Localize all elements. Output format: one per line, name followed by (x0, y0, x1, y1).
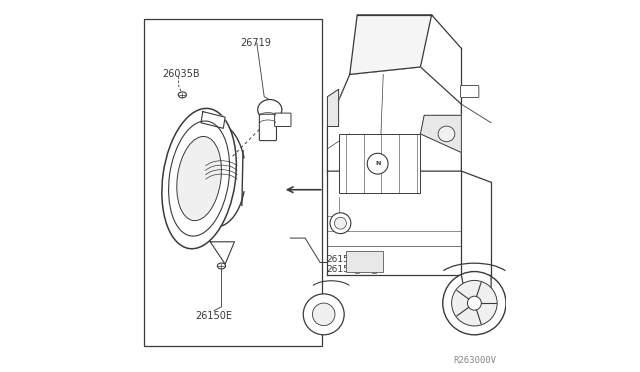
Polygon shape (420, 115, 461, 153)
Bar (346, 251, 383, 272)
Text: R263000V: R263000V (454, 356, 497, 365)
Text: 26150〈RH〉: 26150〈RH〉 (326, 254, 379, 263)
Bar (339, 134, 420, 193)
Ellipse shape (179, 92, 186, 98)
Ellipse shape (177, 137, 221, 221)
Text: N: N (375, 161, 380, 166)
FancyBboxPatch shape (275, 113, 291, 126)
Circle shape (330, 213, 351, 234)
FancyBboxPatch shape (461, 86, 479, 97)
FancyBboxPatch shape (259, 114, 276, 141)
Circle shape (367, 153, 388, 174)
Polygon shape (211, 242, 234, 264)
Polygon shape (201, 112, 225, 128)
Polygon shape (328, 67, 461, 171)
Circle shape (452, 280, 497, 326)
Circle shape (443, 272, 506, 335)
Bar (145, 19, 322, 346)
Circle shape (467, 296, 481, 310)
Text: 26719: 26719 (240, 38, 271, 48)
Text: 26035B: 26035B (162, 70, 200, 79)
Ellipse shape (438, 126, 455, 142)
Polygon shape (349, 15, 431, 74)
Ellipse shape (168, 121, 230, 236)
Circle shape (303, 294, 344, 335)
Polygon shape (328, 89, 339, 126)
Text: 26150E: 26150E (195, 311, 232, 321)
Ellipse shape (258, 99, 282, 120)
Circle shape (335, 217, 346, 229)
Ellipse shape (218, 263, 225, 269)
Text: 26155〈LH〉: 26155〈LH〉 (326, 264, 378, 273)
Circle shape (312, 303, 335, 326)
Ellipse shape (162, 108, 236, 249)
